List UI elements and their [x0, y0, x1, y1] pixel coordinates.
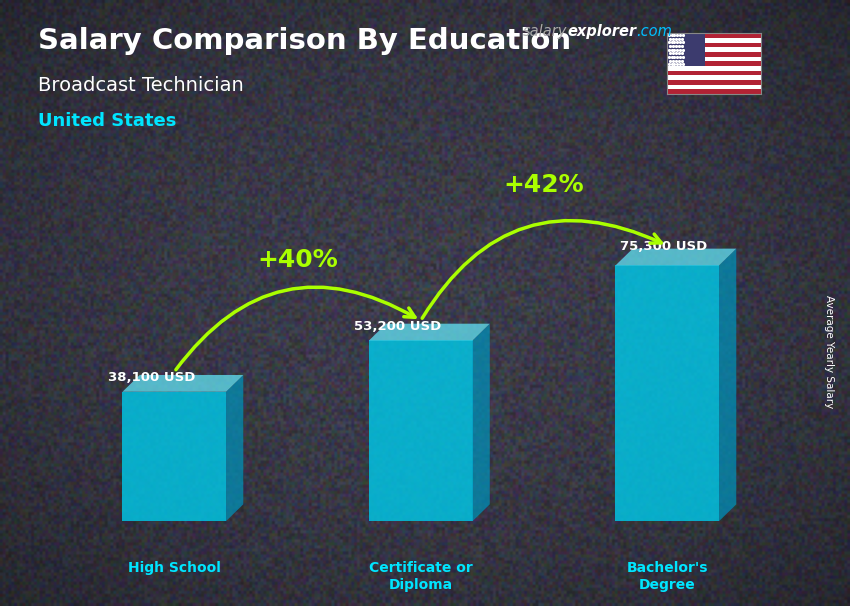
Text: .com: .com: [636, 24, 672, 39]
Bar: [667, 89, 761, 94]
Polygon shape: [226, 375, 243, 521]
Text: 75,300 USD: 75,300 USD: [620, 240, 708, 253]
Text: Bachelor's
Degree: Bachelor's Degree: [626, 561, 708, 592]
Polygon shape: [369, 341, 473, 521]
Polygon shape: [122, 391, 226, 521]
Bar: [667, 75, 761, 80]
Bar: [667, 33, 761, 38]
Bar: [667, 42, 761, 47]
Text: explorer: explorer: [568, 24, 637, 39]
Polygon shape: [615, 248, 736, 265]
Polygon shape: [369, 324, 490, 341]
Bar: [667, 85, 761, 89]
Text: salary: salary: [523, 24, 567, 39]
Bar: [667, 80, 761, 85]
Polygon shape: [473, 324, 490, 521]
Bar: [667, 47, 761, 52]
Text: United States: United States: [38, 112, 177, 130]
Bar: [667, 71, 761, 75]
Bar: [667, 56, 761, 61]
Text: +42%: +42%: [504, 173, 584, 197]
Text: Broadcast Technician: Broadcast Technician: [38, 76, 244, 95]
Text: High School: High School: [128, 561, 221, 575]
Text: +40%: +40%: [257, 248, 337, 271]
Bar: [667, 52, 761, 56]
Bar: [667, 61, 761, 66]
Text: Certificate or
Diploma: Certificate or Diploma: [369, 561, 473, 592]
Bar: [667, 66, 761, 71]
Bar: [667, 33, 705, 66]
Text: Salary Comparison By Education: Salary Comparison By Education: [38, 27, 571, 55]
Text: 38,100 USD: 38,100 USD: [108, 371, 195, 384]
Polygon shape: [719, 248, 736, 521]
Bar: [667, 38, 761, 42]
Text: Average Yearly Salary: Average Yearly Salary: [824, 295, 834, 408]
Polygon shape: [122, 375, 243, 391]
Polygon shape: [615, 265, 719, 521]
Text: 53,200 USD: 53,200 USD: [354, 320, 441, 333]
